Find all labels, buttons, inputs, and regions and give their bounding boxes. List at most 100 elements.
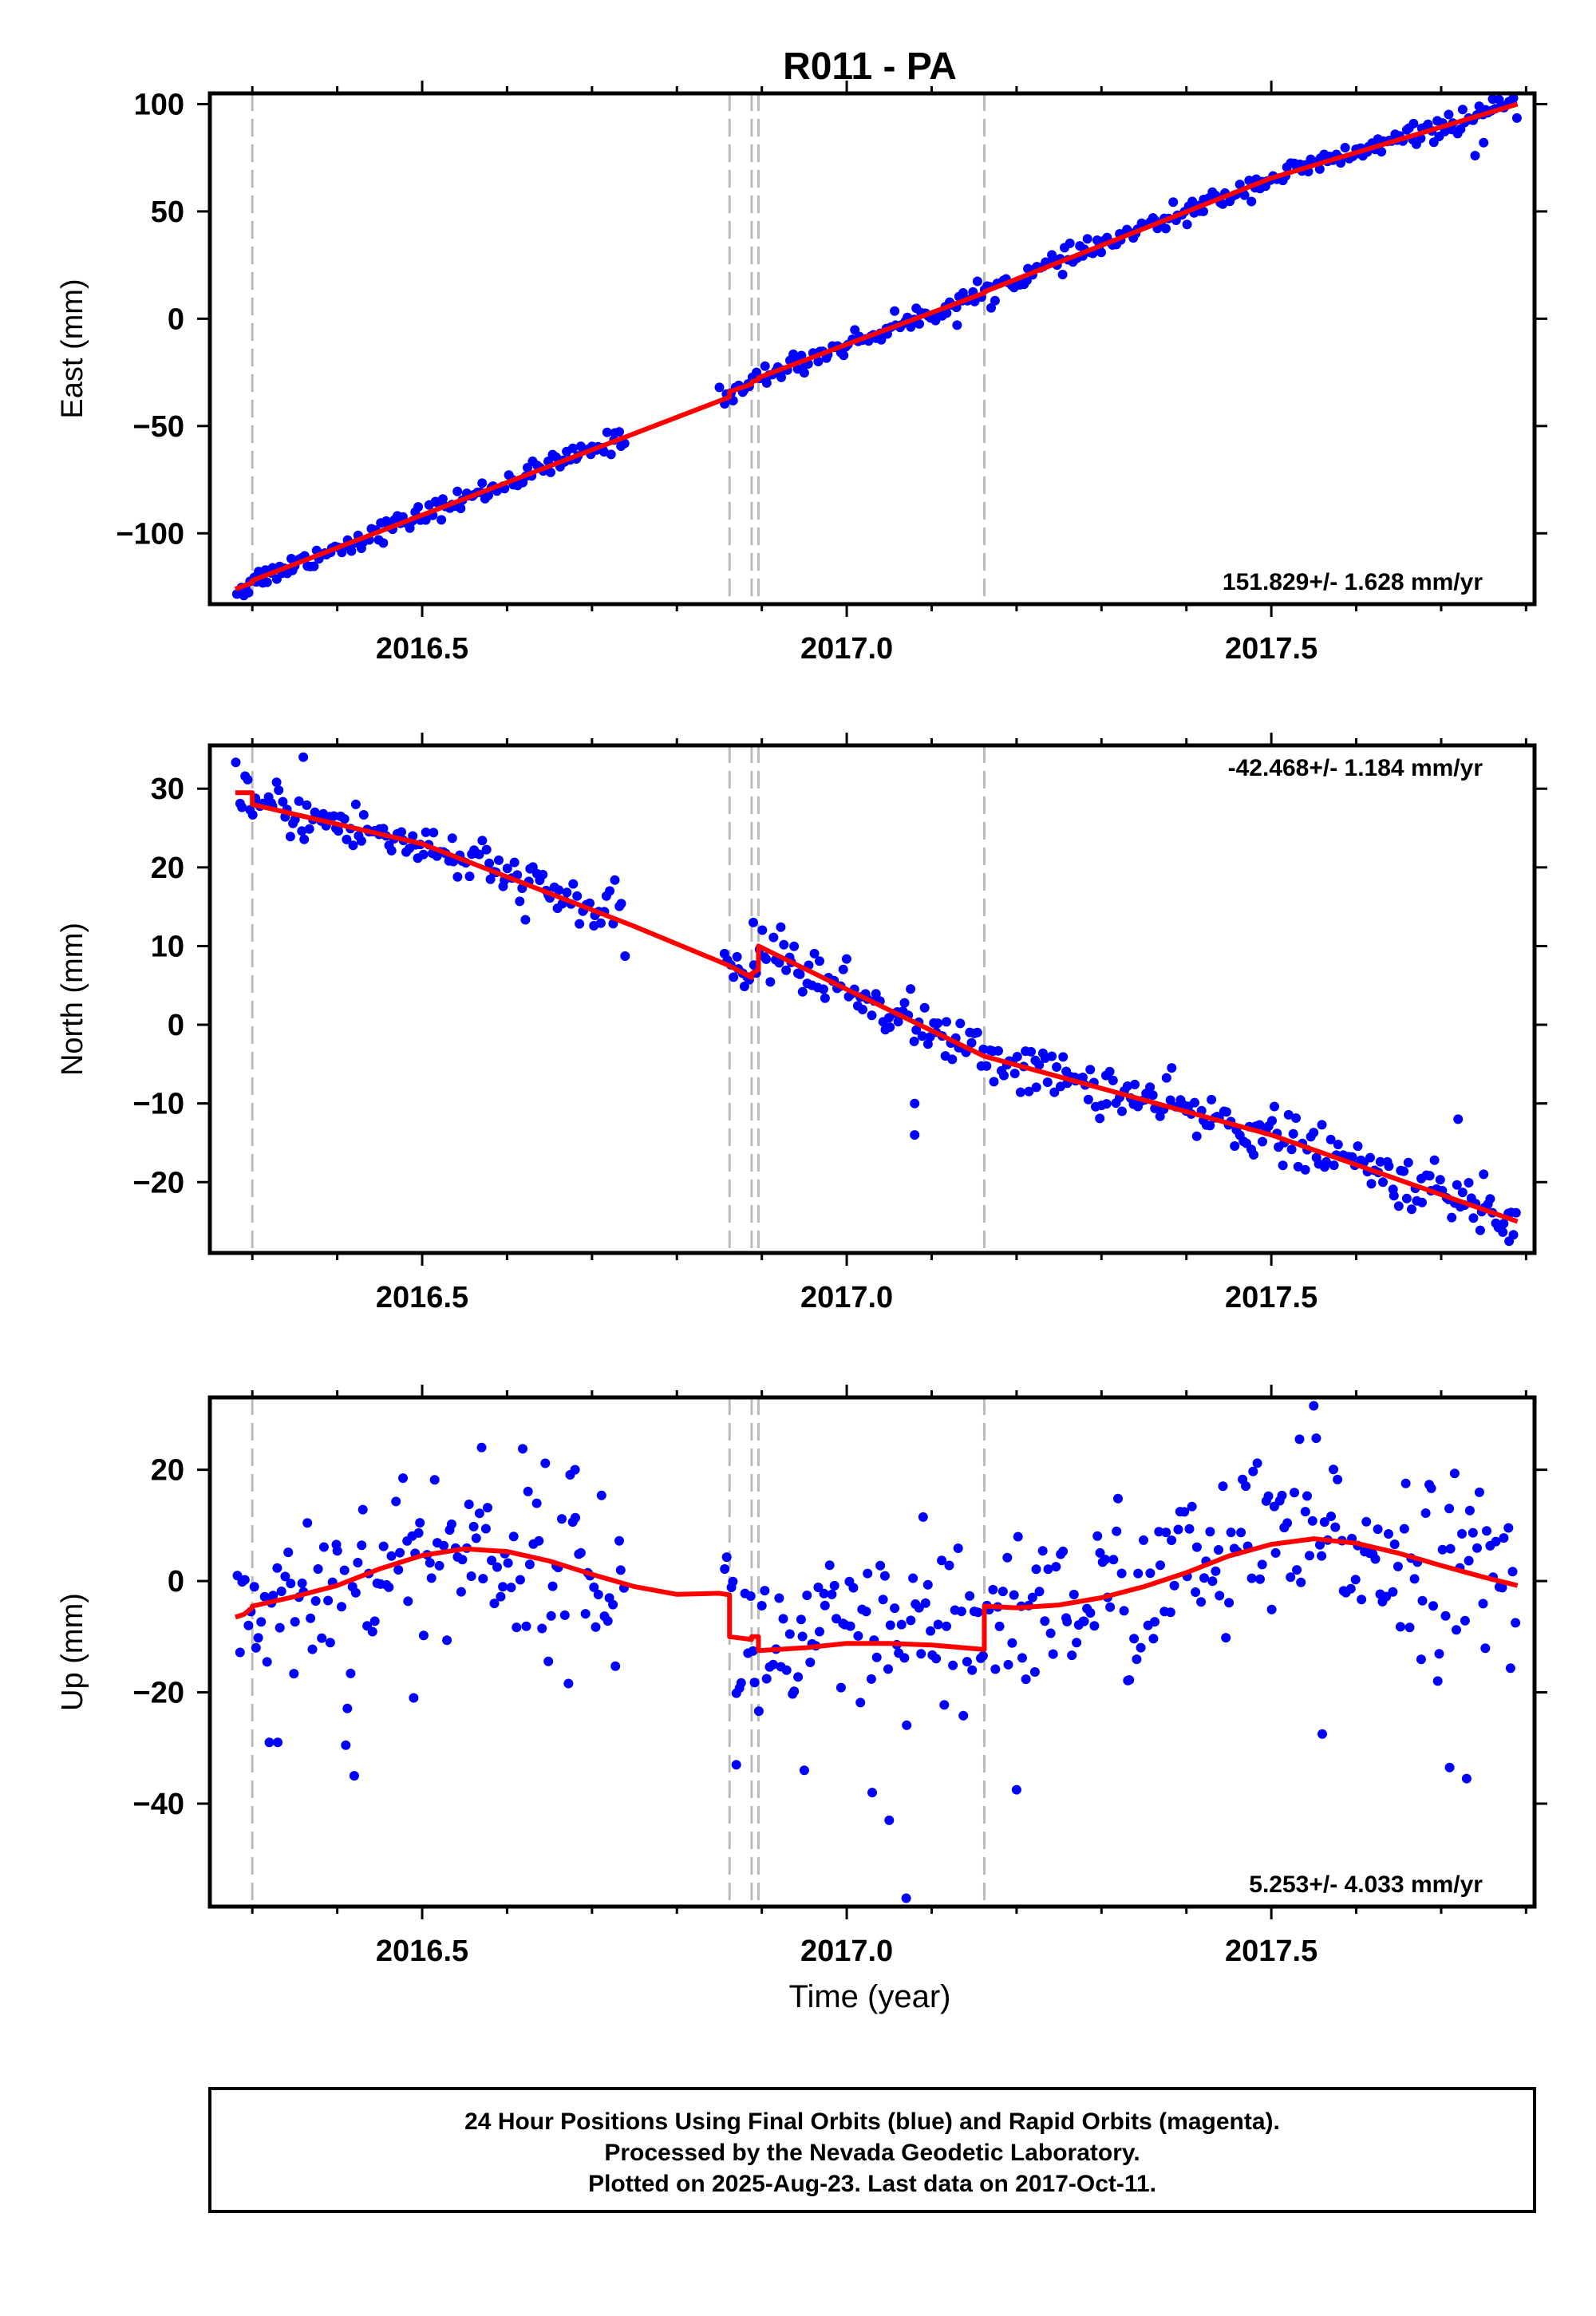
up-point (1145, 1568, 1156, 1579)
north-x-tick-label: 2016.5 (376, 1281, 468, 1314)
up-point (1051, 1562, 1061, 1572)
up-point (534, 1535, 544, 1546)
up-point (1100, 1555, 1111, 1565)
up-point (317, 1633, 327, 1643)
up-point (425, 1558, 435, 1568)
up-point (313, 1564, 323, 1574)
east-point (1235, 180, 1245, 190)
up-point (820, 1600, 830, 1611)
up-point (1165, 1607, 1175, 1618)
up-point (1266, 1604, 1277, 1614)
north-point (795, 969, 805, 979)
north-point (1329, 1160, 1339, 1171)
north-model-line (235, 790, 1519, 1224)
up-point (310, 1596, 321, 1606)
up-point (580, 1609, 591, 1619)
north-point (274, 785, 284, 796)
up-point (883, 1664, 893, 1674)
up-point (721, 1552, 732, 1563)
up-point (1302, 1491, 1312, 1501)
up-point (1031, 1564, 1041, 1575)
north-point (1031, 1082, 1041, 1093)
up-point (602, 1616, 613, 1626)
north-point (520, 915, 531, 925)
north-point (999, 1070, 1009, 1081)
up-y-axis-label: Up (mm) (56, 1593, 89, 1711)
north-point (906, 984, 916, 994)
north-point (1012, 1052, 1022, 1061)
up-point (861, 1607, 871, 1617)
north-point (838, 964, 848, 974)
up-point (1116, 1568, 1127, 1579)
north-point (1122, 1081, 1132, 1091)
up-point (1452, 1625, 1461, 1635)
up-point (799, 1765, 809, 1776)
up-x-tick-label: 2017.5 (1225, 1935, 1317, 1968)
east-y-tick-label: −50 (133, 410, 184, 444)
up-point (1007, 1638, 1017, 1648)
up-point (863, 1568, 873, 1579)
up-point (1013, 1531, 1023, 1542)
up-point (908, 1573, 918, 1583)
up-point (1309, 1401, 1319, 1411)
north-point (1393, 1201, 1404, 1211)
north-point (1453, 1114, 1464, 1124)
north-point (418, 849, 429, 860)
east-point (839, 350, 849, 361)
up-point (1150, 1617, 1159, 1627)
east-point (1239, 190, 1250, 200)
up-point (464, 1500, 474, 1509)
up-point (760, 1586, 770, 1596)
north-point (789, 941, 800, 951)
north-point (1034, 1060, 1045, 1070)
up-point (926, 1626, 936, 1636)
up-point (866, 1674, 876, 1684)
up-point (290, 1617, 300, 1627)
east-point (986, 302, 996, 313)
north-point (452, 871, 463, 882)
up-point (596, 1490, 606, 1500)
up-point (1300, 1507, 1310, 1517)
north-point (1161, 1073, 1171, 1083)
north-point (841, 954, 851, 964)
north-point (797, 986, 808, 997)
up-point (1449, 1468, 1460, 1479)
up-point (496, 1591, 506, 1602)
north-point (1117, 1106, 1127, 1117)
north-point (1270, 1101, 1279, 1112)
up-point (1002, 1552, 1013, 1563)
east-point (286, 554, 296, 563)
up-point (1445, 1543, 1456, 1554)
east-point (567, 443, 578, 453)
up-point (1187, 1501, 1197, 1512)
east-y-tick-label: −100 (116, 517, 184, 551)
east-point (477, 478, 488, 488)
north-point (955, 1018, 966, 1029)
north-point (285, 832, 295, 842)
north-point (982, 1061, 992, 1071)
east-point (413, 502, 424, 512)
up-point (476, 1442, 487, 1452)
north-point (1283, 1109, 1294, 1120)
up-x-tick-label: 2016.5 (376, 1935, 468, 1968)
north-panel: 2016.5 2017.0 2017.5 −20 −10 0 10 20 30 North (mm… (56, 733, 1547, 1314)
up-point (1215, 1591, 1225, 1601)
east-y-tick-label: 0 (168, 302, 184, 336)
up-point (302, 1518, 313, 1528)
north-point (858, 1005, 867, 1014)
up-point (474, 1508, 484, 1519)
up-point (1105, 1602, 1116, 1612)
north-point (1165, 1095, 1175, 1105)
north-point (1401, 1193, 1412, 1203)
north-point (1009, 1069, 1020, 1079)
east-point (906, 322, 916, 332)
up-point (720, 1564, 730, 1574)
north-point (818, 984, 828, 994)
up-point (478, 1574, 488, 1584)
up-point (262, 1657, 272, 1667)
up-point (1154, 1527, 1164, 1537)
east-point (714, 382, 725, 393)
up-point (796, 1614, 806, 1625)
up-point (391, 1496, 401, 1507)
up-point (608, 1599, 618, 1610)
